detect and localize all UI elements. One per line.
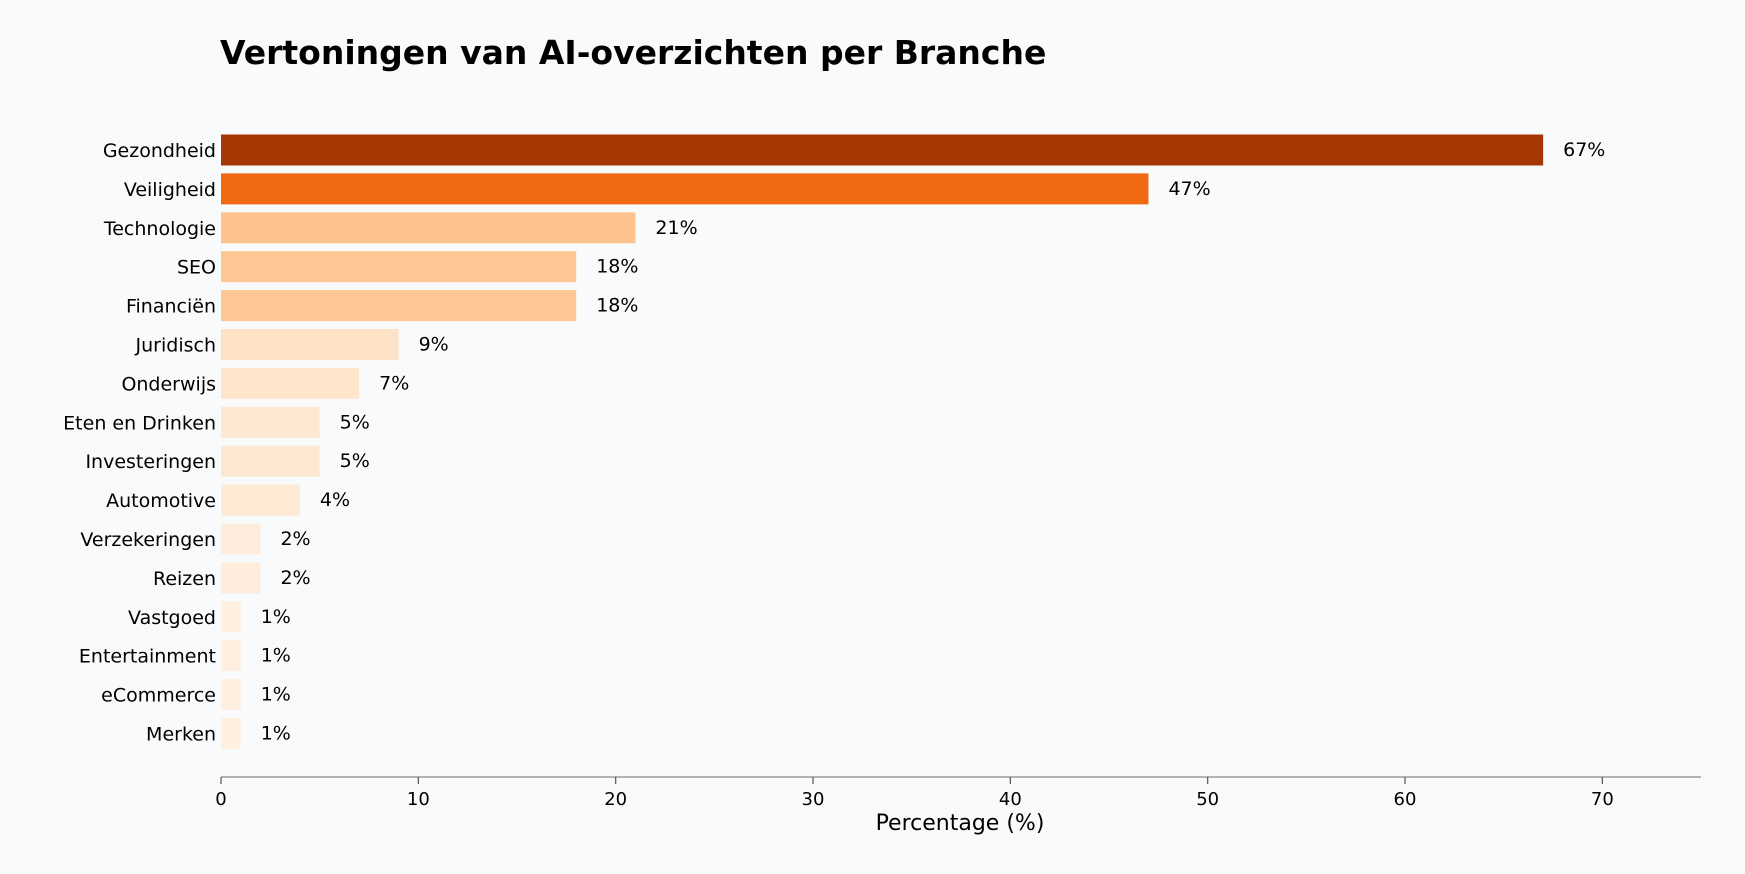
category-label: Merken	[146, 724, 216, 746]
category-label: Investeringen	[85, 451, 216, 473]
x-tick-label: 40	[999, 789, 1022, 810]
bars-group	[221, 134, 1544, 749]
x-tick-label: 70	[1591, 789, 1614, 810]
value-label: 1%	[261, 723, 291, 745]
value-label: 18%	[596, 295, 638, 317]
bar-6	[221, 367, 360, 399]
value-label: 1%	[261, 606, 291, 628]
bar-12	[221, 601, 241, 633]
value-label: 5%	[340, 411, 370, 433]
value-label: 9%	[419, 334, 449, 356]
bar-8	[221, 445, 320, 477]
value-label: 5%	[340, 450, 370, 472]
category-label: Onderwijs	[121, 373, 216, 395]
value-label: 47%	[1168, 178, 1210, 200]
category-label: Verzekeringen	[80, 529, 216, 551]
value-label: 18%	[596, 256, 638, 278]
bar-14	[221, 679, 241, 711]
category-labels-group: Gezondheid Veiligheid Technologie SEO Financ…	[63, 140, 216, 746]
category-label: SEO	[177, 257, 216, 279]
value-label: 1%	[261, 684, 291, 706]
category-label: Technologie	[103, 218, 216, 240]
x-axis-label: Percentage (%)	[876, 811, 1045, 836]
bar-2	[221, 212, 636, 244]
bar-1	[221, 173, 1149, 205]
bar-9	[221, 484, 300, 516]
value-label: 21%	[655, 217, 697, 239]
bar-10	[221, 523, 261, 555]
x-tick-label: 0	[215, 789, 226, 810]
x-tick-label: 60	[1394, 789, 1417, 810]
x-tick-label: 20	[604, 789, 627, 810]
bar-7	[221, 406, 320, 438]
x-ticks-group: 0 10 20 30 40 50 60 70	[215, 777, 1614, 810]
bar-11	[221, 562, 261, 594]
x-tick-label: 30	[802, 789, 825, 810]
bar-15	[221, 718, 241, 749]
category-label: Vastgoed	[128, 607, 216, 629]
category-label: Eten en Drinken	[63, 412, 216, 434]
bar-5	[221, 329, 399, 360]
category-label: eCommerce	[101, 685, 216, 707]
value-label: 2%	[280, 567, 310, 589]
value-label: 4%	[320, 489, 350, 511]
value-label: 67%	[1563, 139, 1605, 161]
value-label: 2%	[280, 528, 310, 550]
category-label: Gezondheid	[103, 140, 216, 162]
value-label: 1%	[261, 645, 291, 667]
category-label: Juridisch	[135, 335, 216, 357]
bar-13	[221, 640, 241, 672]
bar-3	[221, 251, 577, 283]
value-labels-group: 67% 47% 21% 18% 18% 9% 7% 5% 5% 4% 2% 2% 1% 1% 1% 1%	[261, 139, 1606, 745]
value-label: 7%	[379, 372, 409, 394]
chart-title: Vertoningen van AI-overzichten per Branc…	[220, 33, 1046, 72]
category-label: Financiën	[126, 296, 216, 318]
x-tick-label: 50	[1196, 789, 1219, 810]
bar-0	[221, 134, 1544, 166]
category-label: Entertainment	[79, 646, 216, 668]
category-label: Veiligheid	[124, 179, 216, 201]
x-tick-label: 10	[407, 789, 430, 810]
category-label: Reizen	[153, 568, 216, 590]
bar-4	[221, 290, 577, 322]
category-label: Automotive	[106, 490, 216, 512]
